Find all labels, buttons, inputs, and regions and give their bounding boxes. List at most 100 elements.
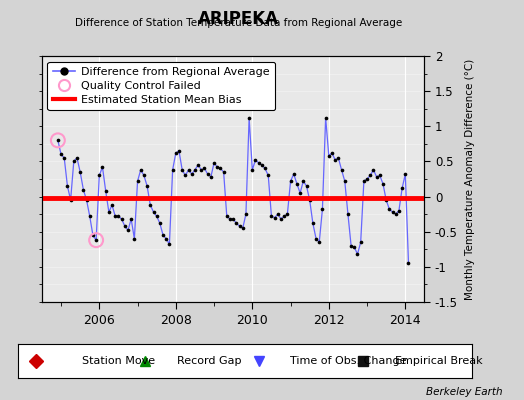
Point <box>293 181 301 187</box>
Point <box>401 171 409 177</box>
Y-axis label: Monthly Temperature Anomaly Difference (°C): Monthly Temperature Anomaly Difference (… <box>465 58 475 300</box>
Point <box>287 178 295 184</box>
Point <box>184 167 193 173</box>
Point <box>181 172 190 179</box>
Point <box>235 223 244 229</box>
Point <box>373 174 381 180</box>
Point <box>140 172 148 179</box>
Point <box>321 115 330 121</box>
Point <box>238 225 247 231</box>
Point <box>395 208 403 214</box>
Point <box>156 220 164 226</box>
Point <box>264 172 272 179</box>
Point <box>299 178 308 184</box>
Point <box>73 155 81 161</box>
Point <box>194 162 202 168</box>
Point <box>232 220 241 226</box>
Point <box>385 206 394 212</box>
Point <box>226 216 234 222</box>
Point <box>114 213 123 220</box>
Point <box>127 216 135 222</box>
Point <box>70 158 78 165</box>
Point <box>347 242 355 249</box>
Point <box>245 115 253 121</box>
Point <box>188 171 196 177</box>
Point <box>405 260 413 266</box>
Point <box>356 239 365 246</box>
Point <box>200 165 209 172</box>
Point <box>63 183 72 189</box>
Point <box>309 220 317 226</box>
Point <box>76 169 84 175</box>
Point <box>324 153 333 159</box>
Point <box>290 171 298 177</box>
Point <box>229 216 237 222</box>
Point <box>344 211 352 217</box>
Point <box>216 165 225 172</box>
Point <box>171 150 180 156</box>
Point <box>92 237 100 243</box>
Point <box>274 211 282 217</box>
Point <box>267 213 276 220</box>
Text: Record Gap: Record Gap <box>177 356 242 366</box>
Point <box>391 211 400 217</box>
Point <box>178 167 187 173</box>
Point <box>334 155 343 161</box>
Point <box>152 213 161 220</box>
Point <box>376 172 384 179</box>
Point <box>369 167 378 173</box>
Text: Empirical Break: Empirical Break <box>395 356 482 366</box>
Point <box>105 209 113 215</box>
Point <box>363 176 371 182</box>
Text: Difference of Station Temperature Data from Regional Average: Difference of Station Temperature Data f… <box>75 18 402 28</box>
Point <box>315 239 323 246</box>
Point <box>175 148 183 154</box>
Point <box>248 167 256 173</box>
Point <box>255 160 263 166</box>
Point <box>206 174 215 180</box>
Point <box>130 236 138 242</box>
Point <box>159 232 167 238</box>
Point <box>85 213 94 220</box>
Point <box>102 188 110 194</box>
Point <box>82 197 91 203</box>
Point <box>242 211 250 217</box>
Point <box>210 160 219 166</box>
Point <box>57 151 66 158</box>
Point <box>366 172 375 179</box>
Point <box>143 183 151 189</box>
Point <box>359 178 368 184</box>
Point <box>121 223 129 229</box>
Point <box>261 165 269 172</box>
Point <box>149 209 158 215</box>
Point <box>168 167 177 173</box>
Point <box>379 181 387 187</box>
Legend: Difference from Regional Average, Quality Control Failed, Estimated Station Mean: Difference from Regional Average, Qualit… <box>48 62 275 110</box>
Point <box>296 190 304 196</box>
Point <box>111 213 119 220</box>
Point <box>270 214 279 221</box>
Point <box>280 213 288 220</box>
Text: Time of Obs. Change: Time of Obs. Change <box>290 356 407 366</box>
Point <box>108 202 116 208</box>
Point <box>92 237 100 243</box>
Point <box>165 241 173 248</box>
Point <box>318 206 326 212</box>
Point <box>89 232 97 238</box>
Point <box>277 216 285 222</box>
Point <box>67 197 75 203</box>
Point <box>328 150 336 156</box>
Point <box>353 251 362 258</box>
Point <box>283 211 291 217</box>
Point <box>331 157 340 163</box>
Text: ARIPEKA: ARIPEKA <box>198 10 279 28</box>
Text: Berkeley Earth: Berkeley Earth <box>427 387 503 397</box>
Point <box>95 172 103 179</box>
Point <box>197 167 205 173</box>
Point <box>124 227 132 234</box>
Point <box>99 164 107 170</box>
Point <box>388 209 397 215</box>
Point <box>223 213 231 220</box>
Point <box>305 197 314 203</box>
Point <box>337 167 346 173</box>
